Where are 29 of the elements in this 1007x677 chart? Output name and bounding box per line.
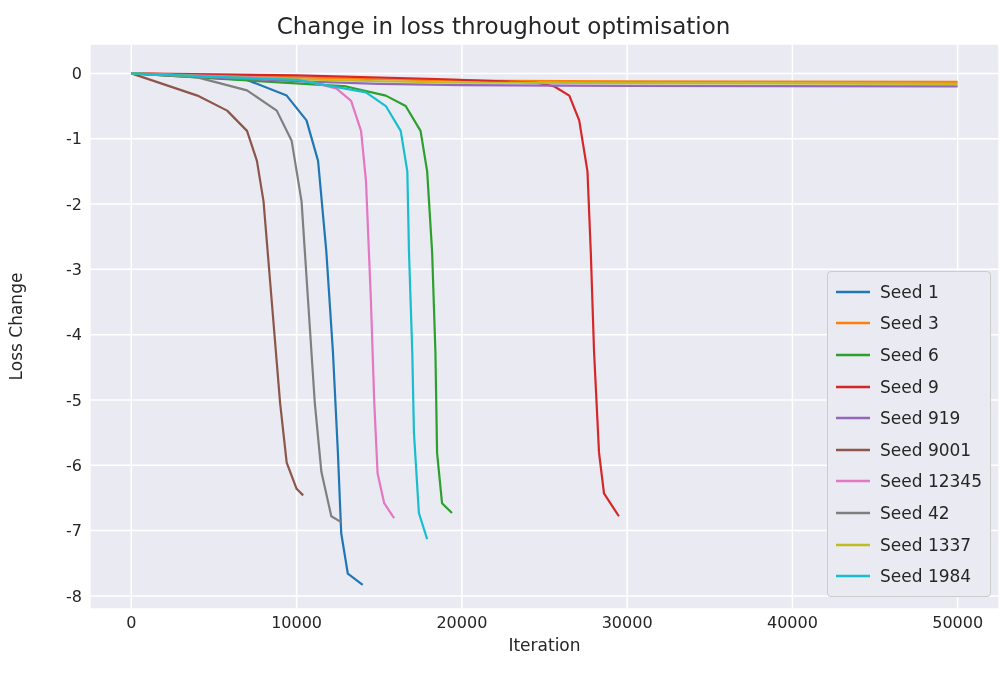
y-tick-label: -6 bbox=[66, 455, 82, 475]
y-tick-label: 0 bbox=[71, 64, 82, 84]
x-tick-label: 10000 bbox=[271, 613, 323, 633]
legend-label: Seed 1337 bbox=[880, 534, 972, 555]
y-tick-label: -4 bbox=[66, 325, 82, 345]
legend-label: Seed 12345 bbox=[880, 471, 982, 492]
chart-title: Change in loss throughout optimisation bbox=[275, 12, 732, 41]
legend-label: Seed 1 bbox=[880, 281, 939, 302]
y-tick-label: -7 bbox=[66, 521, 82, 541]
x-tick-label: 50000 bbox=[932, 613, 984, 633]
y-tick-label: -3 bbox=[66, 260, 82, 280]
x-axis-title: Iteration bbox=[508, 635, 581, 655]
x-tick-label: 40000 bbox=[766, 613, 818, 633]
y-tick-label: -8 bbox=[66, 586, 82, 606]
legend-label: Seed 1984 bbox=[880, 566, 972, 587]
legend-label: Seed 919 bbox=[880, 408, 961, 429]
x-tick-label: 0 bbox=[126, 613, 137, 633]
legend-label: Seed 9001 bbox=[880, 439, 972, 460]
y-tick-label: -2 bbox=[66, 194, 82, 214]
legend-label: Seed 42 bbox=[880, 503, 950, 524]
y-axis-title: Loss Change bbox=[6, 272, 27, 381]
x-tick-label: 20000 bbox=[436, 613, 488, 633]
legend-label: Seed 9 bbox=[880, 376, 939, 397]
y-tick-label: -1 bbox=[66, 129, 82, 149]
legend-label: Seed 3 bbox=[880, 313, 939, 334]
legend-label: Seed 6 bbox=[880, 345, 939, 366]
line-series bbox=[130, 72, 305, 497]
y-tick-label: -5 bbox=[66, 390, 82, 410]
x-tick-label: 30000 bbox=[601, 613, 653, 633]
